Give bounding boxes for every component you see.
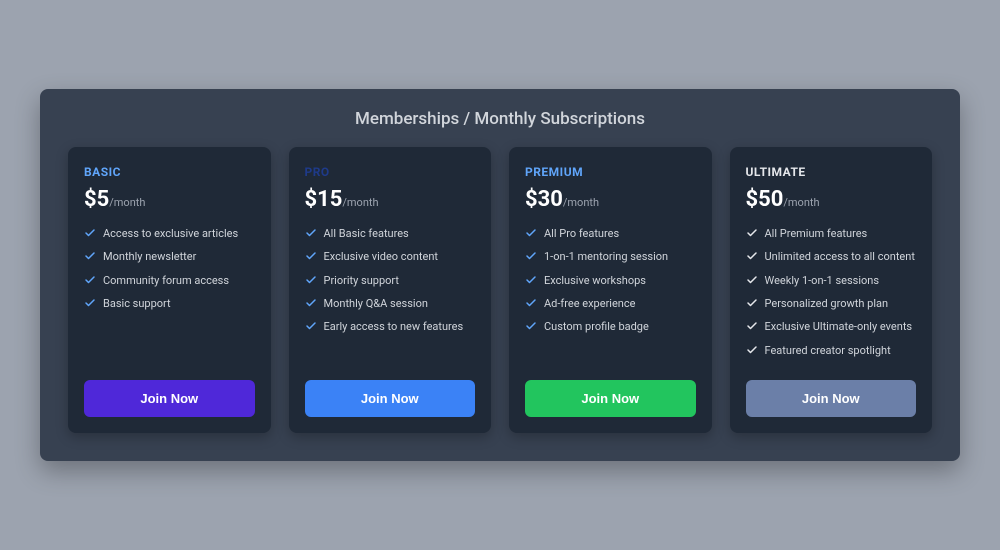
check-icon: [746, 227, 758, 239]
feature-text: Monthly newsletter: [103, 249, 196, 264]
feature-text: Ad-free experience: [544, 296, 635, 311]
check-icon: [305, 250, 317, 262]
tier-name: PREMIUM: [525, 165, 696, 179]
price: $30: [525, 187, 563, 212]
tier-name: ULTIMATE: [746, 165, 917, 179]
feature-list: Access to exclusive articles Monthly news…: [84, 226, 255, 366]
feature-text: Monthly Q&A session: [324, 296, 428, 311]
check-icon: [525, 250, 537, 262]
price-row: $15/month: [305, 187, 476, 212]
check-icon: [305, 320, 317, 332]
feature-text: Exclusive video content: [324, 249, 439, 264]
price: $15: [305, 187, 343, 212]
feature-item: Featured creator spotlight: [746, 343, 917, 358]
feature-item: Monthly newsletter: [84, 249, 255, 264]
feature-item: Exclusive Ultimate-only events: [746, 319, 917, 334]
feature-text: 1-on-1 mentoring session: [544, 249, 668, 264]
feature-item: Weekly 1-on-1 sessions: [746, 273, 917, 288]
feature-text: Priority support: [324, 273, 400, 288]
pricing-card-ultimate: ULTIMATE $50/month All Premium features Unl…: [730, 147, 933, 433]
feature-item: Community forum access: [84, 273, 255, 288]
feature-text: Featured creator spotlight: [765, 343, 891, 358]
check-icon: [746, 274, 758, 286]
feature-text: Early access to new features: [324, 319, 464, 334]
feature-item: All Pro features: [525, 226, 696, 241]
pricing-card-basic: BASIC $5/month Access to exclusive article…: [68, 147, 271, 433]
check-icon: [525, 274, 537, 286]
check-icon: [84, 250, 96, 262]
feature-item: Custom profile badge: [525, 319, 696, 334]
check-icon: [525, 320, 537, 332]
price-row: $5/month: [84, 187, 255, 212]
feature-item: Access to exclusive articles: [84, 226, 255, 241]
feature-item: Priority support: [305, 273, 476, 288]
feature-item: Exclusive video content: [305, 249, 476, 264]
join-button-basic[interactable]: Join Now: [84, 380, 255, 417]
feature-text: All Premium features: [765, 226, 868, 241]
check-icon: [305, 227, 317, 239]
feature-text: Access to exclusive articles: [103, 226, 238, 241]
feature-text: Personalized growth plan: [765, 296, 889, 311]
price-period: /month: [109, 196, 145, 209]
feature-item: Monthly Q&A session: [305, 296, 476, 311]
feature-text: Exclusive workshops: [544, 273, 646, 288]
check-icon: [746, 320, 758, 332]
check-icon: [746, 250, 758, 262]
feature-list: All Premium features Unlimited access to …: [746, 226, 917, 366]
tier-name: PRO: [305, 165, 476, 179]
feature-item: Early access to new features: [305, 319, 476, 334]
feature-item: All Basic features: [305, 226, 476, 241]
feature-text: Weekly 1-on-1 sessions: [765, 273, 880, 288]
pricing-cards: BASIC $5/month Access to exclusive article…: [68, 147, 932, 433]
feature-item: Basic support: [84, 296, 255, 311]
pricing-panel: Memberships / Monthly Subscriptions BASI…: [40, 89, 960, 461]
check-icon: [305, 297, 317, 309]
check-icon: [746, 344, 758, 356]
check-icon: [305, 274, 317, 286]
feature-item: Exclusive workshops: [525, 273, 696, 288]
feature-item: Unlimited access to all content: [746, 249, 917, 264]
join-button-premium[interactable]: Join Now: [525, 380, 696, 417]
panel-title: Memberships / Monthly Subscriptions: [68, 109, 932, 129]
feature-list: All Basic features Exclusive video conten…: [305, 226, 476, 366]
feature-text: Community forum access: [103, 273, 229, 288]
join-button-pro[interactable]: Join Now: [305, 380, 476, 417]
check-icon: [84, 297, 96, 309]
pricing-card-premium: PREMIUM $30/month All Pro features 1-on-1 m…: [509, 147, 712, 433]
feature-text: Basic support: [103, 296, 171, 311]
price-period: /month: [783, 196, 819, 209]
feature-text: All Basic features: [324, 226, 409, 241]
feature-item: Personalized growth plan: [746, 296, 917, 311]
feature-text: Custom profile badge: [544, 319, 649, 334]
feature-list: All Pro features 1-on-1 mentoring session…: [525, 226, 696, 366]
feature-item: Ad-free experience: [525, 296, 696, 311]
check-icon: [84, 227, 96, 239]
feature-item: All Premium features: [746, 226, 917, 241]
feature-item: 1-on-1 mentoring session: [525, 249, 696, 264]
pricing-card-pro: PRO $15/month All Basic features Exclusive …: [289, 147, 492, 433]
price-period: /month: [563, 196, 599, 209]
check-icon: [525, 297, 537, 309]
feature-text: Exclusive Ultimate-only events: [765, 319, 913, 334]
price-row: $50/month: [746, 187, 917, 212]
price-row: $30/month: [525, 187, 696, 212]
tier-name: BASIC: [84, 165, 255, 179]
check-icon: [84, 274, 96, 286]
check-icon: [746, 297, 758, 309]
feature-text: All Pro features: [544, 226, 619, 241]
price: $5: [84, 187, 109, 212]
price: $50: [746, 187, 784, 212]
join-button-ultimate[interactable]: Join Now: [746, 380, 917, 417]
feature-text: Unlimited access to all content: [765, 249, 915, 264]
price-period: /month: [342, 196, 378, 209]
check-icon: [525, 227, 537, 239]
